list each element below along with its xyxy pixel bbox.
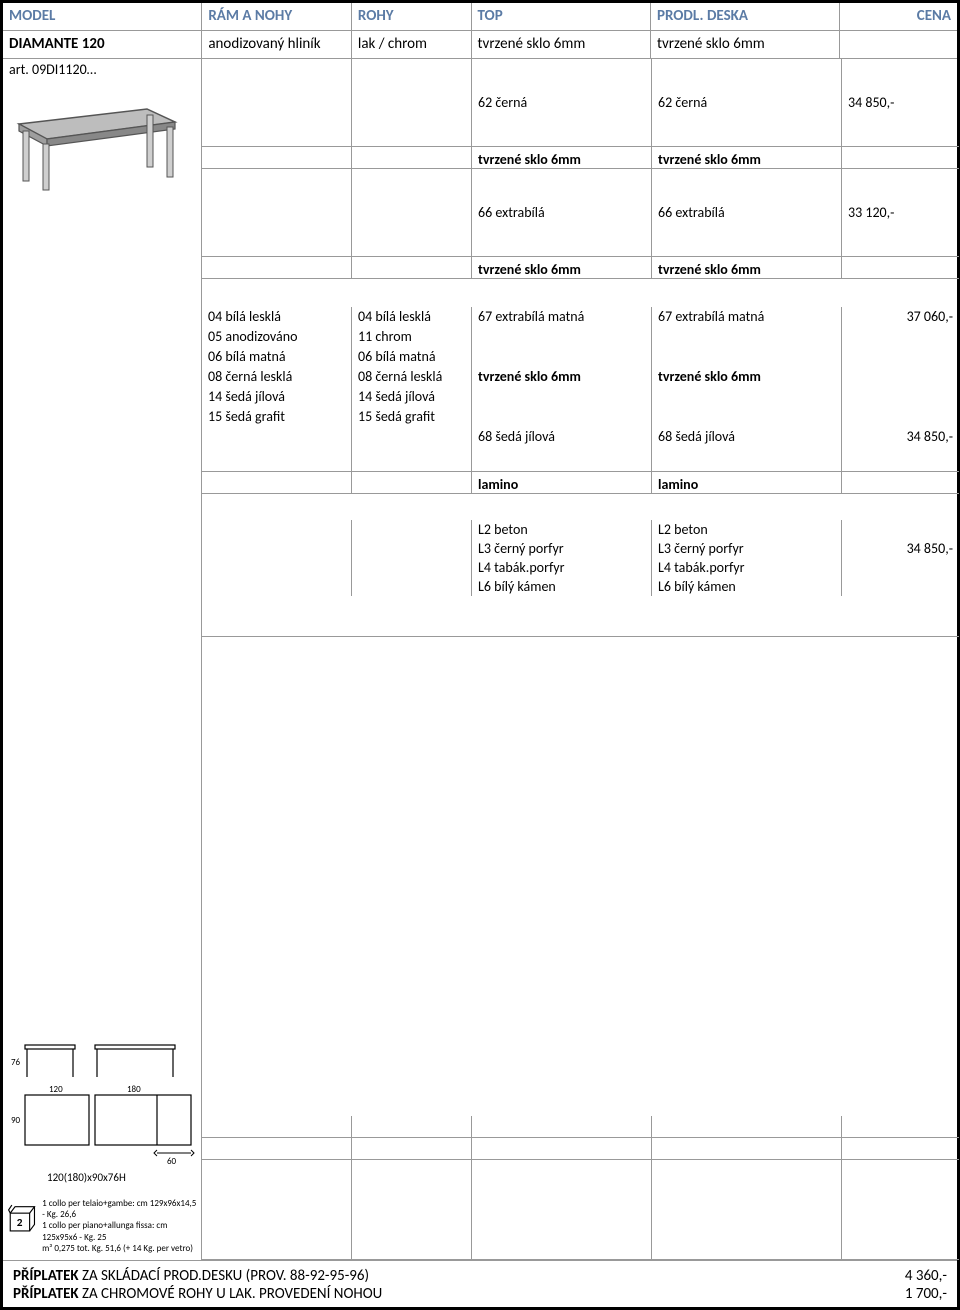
body: art. 09DI1120… <box>3 59 957 1260</box>
matB-price: 34 850,- <box>842 539 959 558</box>
header-row: MODEL RÁM A NOHY ROHY TOP PRODL. DESKA C… <box>3 3 957 31</box>
header-ram: RÁM A NOHY <box>202 3 352 30</box>
product-rohy: lak / chrom <box>352 31 472 58</box>
hdr4-top: lamino <box>472 472 652 493</box>
hdr3-top: tvrzené sklo 6mm <box>472 257 652 278</box>
box-line-3: m³ 0,275 tot. Kg. 51,6 (+ 14 Kg. per vet… <box>42 1243 197 1254</box>
header-model: MODEL <box>3 3 202 30</box>
variant1-price: 34 850,- <box>842 59 959 146</box>
materials-block-a: 04 bílá lesklá 04 bílá lesklá 67 extrabí… <box>202 279 959 472</box>
footer: PŘÍPLATEK ZA SKLÁDACÍ PROD.DESKU (PROV. … <box>3 1260 957 1307</box>
dim-height: 76 <box>11 1057 21 1068</box>
dim-ext: 60 <box>167 1156 177 1167</box>
matB-r2: L3 černý porfyr L3 černý porfyr 34 850,- <box>202 539 959 558</box>
empty-row-1 <box>202 1116 959 1138</box>
variant1-top: 62 černá <box>472 59 652 146</box>
matA-r1: 04 bílá lesklá 04 bílá lesklá 67 extrabí… <box>202 307 959 327</box>
dim-caption: 120(180)x90x76H <box>47 1171 126 1184</box>
table-drawing-icon <box>7 84 187 194</box>
section-header-4: lamino lamino <box>202 472 959 494</box>
box-icon: 2 <box>7 1198 36 1238</box>
dim-w1: 120 <box>49 1084 63 1095</box>
variant-row-1: 62 černá 62 černá 34 850,- <box>202 59 959 147</box>
matB-r1: L2 beton L2 beton <box>202 520 959 539</box>
footer1-label: PŘÍPLATEK ZA SKLÁDACÍ PROD.DESKU (PROV. … <box>13 1267 369 1285</box>
dim-depth: 90 <box>11 1115 21 1126</box>
product-deska: tvrzené sklo 6mm <box>651 31 840 58</box>
dimension-drawing: 76 120 180 90 60 <box>3 1033 201 1196</box>
empty-row-3 <box>202 1160 959 1260</box>
matA-price1: 37 060,- <box>842 307 959 327</box>
box-line-1: 1 collo per telaio+gambe: cm 129x96x14,5… <box>42 1198 197 1221</box>
matA-r4: 08 černá lesklá 08 černá lesklá tvrzené … <box>202 367 959 387</box>
product-name: DIAMANTE 120 <box>3 31 202 58</box>
box-count: 2 <box>17 1216 23 1230</box>
variant2-deska: 66 extrabílá <box>652 169 842 256</box>
variant2-top: 66 extrabílá <box>472 169 652 256</box>
header-deska: PRODL. DESKA <box>651 3 840 30</box>
product-cena <box>840 31 957 58</box>
hdr4-deska: lamino <box>652 472 842 493</box>
materials-block-b: L2 beton L2 beton L3 černý porfyr L3 čer… <box>202 494 959 637</box>
dimension-drawing-icon: 76 120 180 90 60 <box>7 1037 197 1187</box>
footer-row-2: PŘÍPLATEK ZA CHROMOVÉ ROHY U LAK. PROVED… <box>13 1285 947 1303</box>
data-area: 62 černá 62 černá 34 850,- tvrzené sklo … <box>202 59 959 1260</box>
product-top: tvrzené sklo 6mm <box>472 31 651 58</box>
hdr2-deska: tvrzené sklo 6mm <box>652 147 842 168</box>
hdr3-deska: tvrzené sklo 6mm <box>652 257 842 278</box>
dim-w2: 180 <box>127 1084 141 1095</box>
variant-row-2: 66 extrabílá 66 extrabílá 33 120,- <box>202 169 959 257</box>
footer1-price: 4 360,- <box>905 1267 947 1285</box>
section-header-3: tvrzené sklo 6mm tvrzené sklo 6mm <box>202 257 959 279</box>
product-row: DIAMANTE 120 anodizovaný hliník lak / ch… <box>3 31 957 59</box>
section-header-2: tvrzené sklo 6mm tvrzené sklo 6mm <box>202 147 959 169</box>
article-number: art. 09DI1120… <box>3 59 201 78</box>
matA-r2: 05 anodizováno 11 chrom <box>202 327 959 347</box>
footer-row-1: PŘÍPLATEK ZA SKLÁDACÍ PROD.DESKU (PROV. … <box>13 1267 947 1285</box>
footer2-price: 1 700,- <box>905 1285 947 1303</box>
matB-r3: L4 tabák.porfyr L4 tabák.porfyr <box>202 558 959 577</box>
header-cena: CENA <box>840 3 957 30</box>
left-column: art. 09DI1120… <box>3 59 202 1260</box>
matA-price2: 34 850,- <box>842 427 959 471</box>
variant2-price: 33 120,- <box>842 169 959 256</box>
packaging-info: 2 1 collo per telaio+gambe: cm 129x96x14… <box>3 1196 201 1260</box>
box-line-2: 1 collo per piano+allunga fissa: cm 125x… <box>42 1220 197 1243</box>
matA-r3: 06 bílá matná 06 bílá matná <box>202 347 959 367</box>
footer2-label: PŘÍPLATEK ZA CHROMOVÉ ROHY U LAK. PROVED… <box>13 1285 382 1303</box>
table-image <box>3 78 201 199</box>
matB-r4: L6 bílý kámen L6 bílý kámen <box>202 577 959 596</box>
empty-row-2 <box>202 1138 959 1160</box>
header-rohy: ROHY <box>352 3 472 30</box>
product-ram: anodizovaný hliník <box>202 31 352 58</box>
matA-r5: 14 šedá jílová 14 šedá jílová <box>202 387 959 407</box>
matA-r7: 68 šedá jílová 68 šedá jílová 34 850,- <box>202 427 959 471</box>
variant1-deska: 62 černá <box>652 59 842 146</box>
header-top: TOP <box>472 3 651 30</box>
page: MODEL RÁM A NOHY ROHY TOP PRODL. DESKA C… <box>0 0 960 1310</box>
matA-r6: 15 šedá grafit 15 šedá grafit <box>202 407 959 427</box>
hdr2-top: tvrzené sklo 6mm <box>472 147 652 168</box>
